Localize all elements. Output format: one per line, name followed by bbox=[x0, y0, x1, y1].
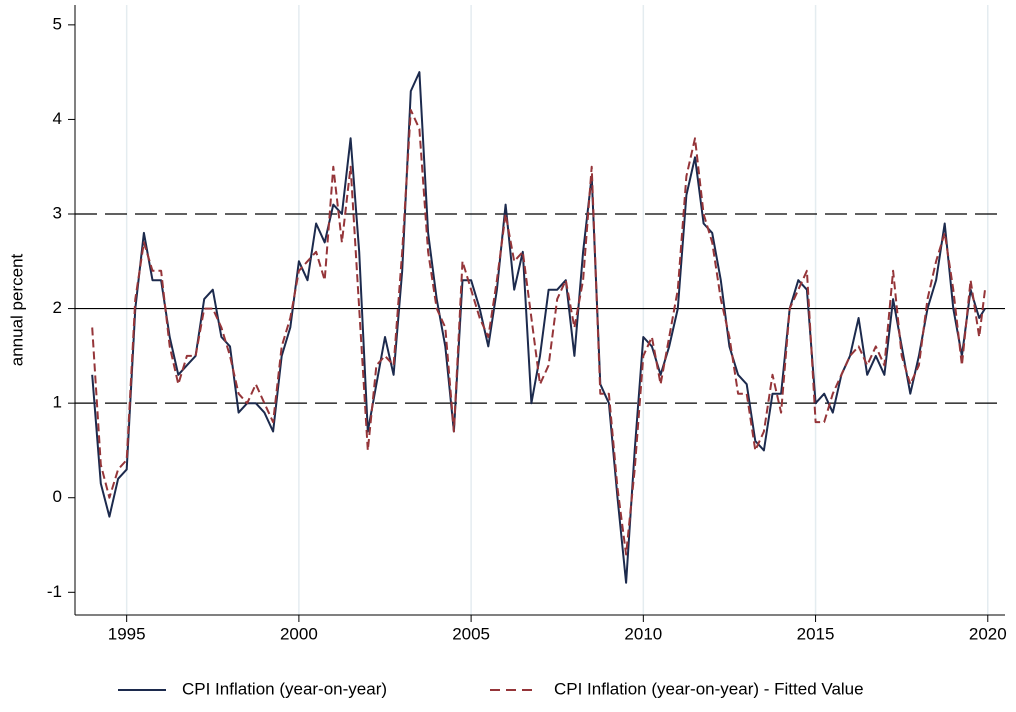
x-tick-label: 2020 bbox=[969, 624, 1007, 643]
x-tick-label: 2015 bbox=[797, 624, 835, 643]
x-tick-label: 2005 bbox=[452, 624, 490, 643]
legend-label: CPI Inflation (year-on-year) - Fitted Va… bbox=[554, 679, 864, 698]
y-tick-label: 4 bbox=[53, 109, 62, 128]
y-tick-label: 0 bbox=[53, 487, 62, 506]
y-tick-label: 1 bbox=[53, 393, 62, 412]
y-tick-label: 3 bbox=[53, 203, 62, 222]
series-line bbox=[91, 71, 986, 584]
y-axis-label: annual percent bbox=[7, 253, 26, 366]
y-tick-label: 2 bbox=[53, 298, 62, 317]
y-tick-label: 5 bbox=[53, 14, 62, 33]
series-line bbox=[91, 109, 986, 556]
y-tick-label: -1 bbox=[47, 582, 62, 601]
x-tick-label: 1995 bbox=[108, 624, 146, 643]
legend-label: CPI Inflation (year-on-year) bbox=[182, 679, 387, 698]
x-tick-label: 2010 bbox=[624, 624, 662, 643]
x-tick-label: 2000 bbox=[280, 624, 318, 643]
